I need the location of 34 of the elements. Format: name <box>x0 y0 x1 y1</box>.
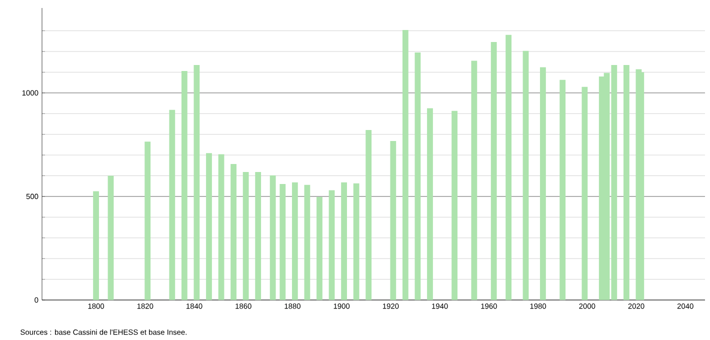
bar <box>280 184 286 300</box>
bar <box>270 175 276 300</box>
bar <box>582 86 588 300</box>
bar <box>316 196 322 300</box>
bar <box>560 80 566 300</box>
bar <box>471 60 478 300</box>
bar <box>490 42 497 300</box>
bar <box>292 182 298 300</box>
bar <box>242 172 249 300</box>
bar <box>93 191 99 300</box>
bar <box>353 183 360 300</box>
bar <box>304 184 310 300</box>
bar <box>427 108 433 300</box>
bar <box>169 110 176 300</box>
bar <box>206 153 212 300</box>
bar <box>328 190 335 300</box>
bar <box>341 182 347 300</box>
bar <box>366 130 372 300</box>
bar <box>636 69 642 300</box>
bar <box>230 164 236 300</box>
bar <box>540 67 546 300</box>
bar <box>402 30 408 300</box>
bar <box>506 34 512 300</box>
bar <box>452 110 458 300</box>
bar <box>108 176 114 300</box>
bar <box>522 50 529 300</box>
bar <box>414 52 421 300</box>
bar <box>144 142 151 300</box>
bar <box>390 140 396 300</box>
bar <box>623 64 630 300</box>
bar <box>255 172 262 300</box>
bar <box>194 64 200 300</box>
bar <box>218 154 224 300</box>
bar <box>181 70 188 300</box>
